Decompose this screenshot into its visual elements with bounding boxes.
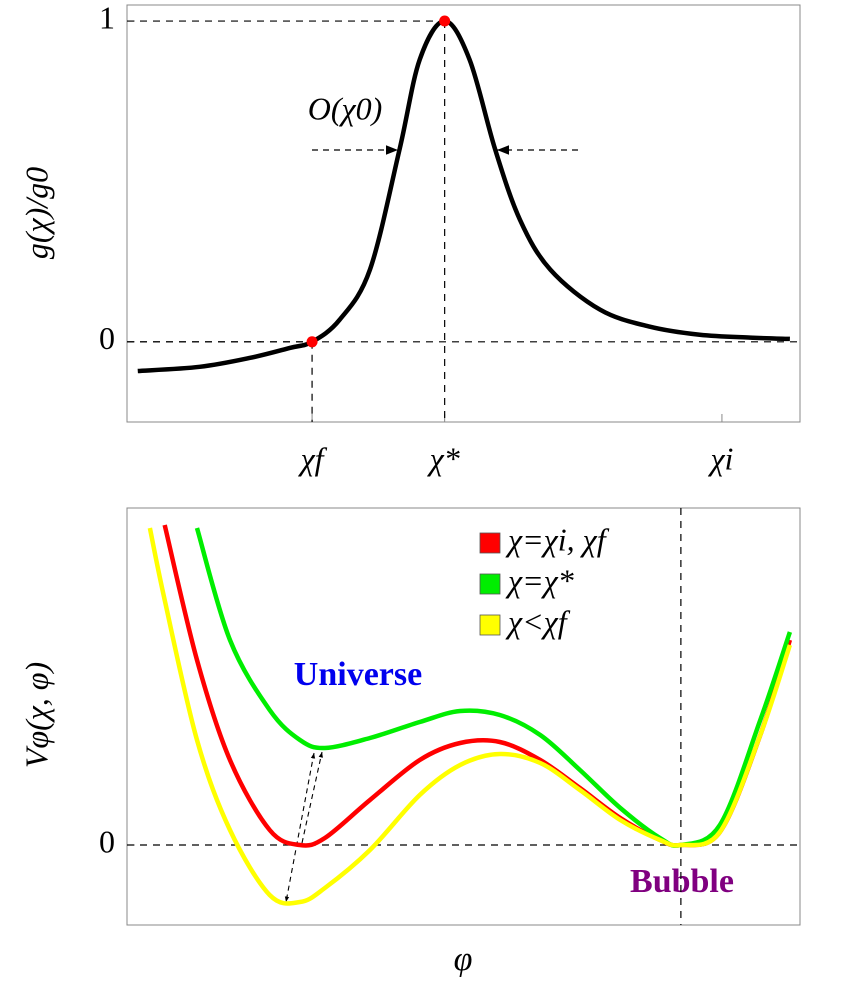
legend-swatch [479, 573, 501, 595]
legend-label: χ=χi, χf [505, 521, 610, 557]
annotation: O(χ0) [308, 90, 383, 126]
x-tick-label: χf [298, 440, 328, 476]
point [439, 15, 451, 27]
curve [194, 527, 793, 848]
x-axis-label: φ [454, 941, 473, 978]
y-tick-label: 0 [99, 320, 115, 356]
transition-arrow [284, 752, 316, 903]
curve [147, 527, 793, 906]
curve [137, 18, 790, 374]
y-axis-label: Vφ(χ, φ) [18, 662, 54, 768]
curve [162, 524, 793, 848]
y-tick-label: 1 [99, 0, 115, 35]
annotation: Bubble [630, 863, 734, 900]
y-tick-label: 0 [99, 823, 115, 859]
legend-swatch [479, 614, 501, 636]
legend-swatch [479, 532, 501, 554]
x-tick-label: χ* [427, 440, 460, 476]
plot-frame [126, 4, 801, 423]
plot-frame [126, 507, 801, 926]
annotation: Universe [294, 656, 422, 693]
x-tick-label: χi [707, 440, 733, 476]
legend-label: χ=χ* [505, 562, 574, 598]
legend-label: χ<χf [505, 603, 571, 639]
y-axis-label: g(χ)/g0 [18, 167, 54, 259]
point [306, 336, 318, 348]
